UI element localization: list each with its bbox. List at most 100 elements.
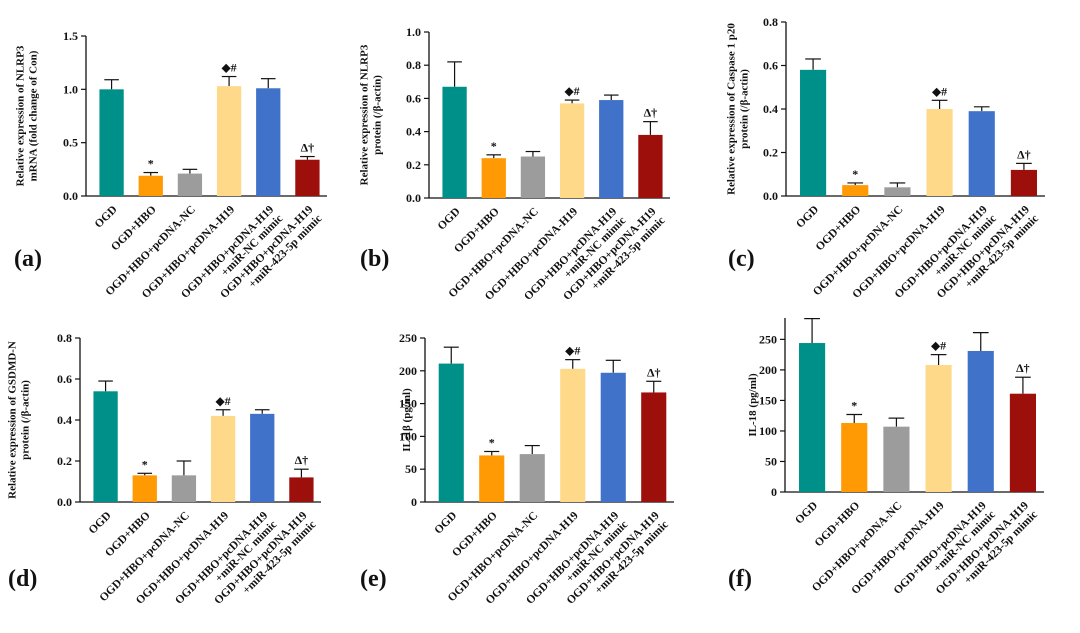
significance-label: Δ† [301,141,315,155]
y-tick-label: 0.6 [57,372,72,386]
category-label: OGD [93,204,120,231]
bar [600,372,626,502]
panel-label: (a) [14,246,42,272]
y-axis-label: Relative expression of NLRP3 [359,44,371,185]
y-axis-label: mRNA (fold change of Con) [28,50,40,181]
y-tick-label: 200 [399,364,417,378]
y-tick-label: 0.5 [63,136,78,150]
y-tick-label: 150 [399,397,417,411]
bar [968,111,995,196]
bar [800,69,827,196]
bar [560,368,586,502]
bar [442,86,467,198]
significance-label: * [491,139,497,153]
significance-label: * [851,398,857,412]
significance-label: Δ† [647,365,661,379]
bar [99,89,124,196]
y-tick-label: 0.2 [57,454,72,468]
category-label: OGD [432,510,459,537]
panel-label: (c) [728,246,755,272]
significance-label: Δ† [644,106,658,120]
y-tick-label: 0.0 [57,495,72,509]
category-label: OGD [793,500,820,527]
significance-label: * [489,435,495,449]
bar [171,475,197,502]
chart-panel: 0.0 0.2 0.4 0.6 0.8 Relative expression of Ca… [726,15,1045,301]
bar [210,415,236,502]
y-tick-label: 1.0 [63,82,78,96]
significance-label: Δ† [295,453,309,467]
y-tick-label: 100 [759,424,777,438]
chart-panel: 0.0 0.5 1.0 1.5 Relative expression of NLRP3… [14,29,327,301]
significance-label: * [852,167,858,181]
significance-label: ◆# [221,61,236,75]
y-axis-label: protein (/β-actin) [20,380,32,460]
y-tick-label: 0.2 [406,158,421,172]
y-axis-label: Relative expression of GSDMD-N [7,341,19,499]
panel-label: (f) [728,566,752,592]
bar [256,88,281,196]
y-tick-label: 200 [759,363,777,377]
bar [841,423,868,492]
bar [479,455,505,502]
y-tick-label: 0.4 [763,102,778,116]
y-tick-label: 250 [759,332,777,346]
chart-panel: 0.0 0.2 0.4 0.6 0.8 Relative expression of GS… [7,331,321,607]
bar [884,187,911,196]
y-tick-label: 0.6 [763,59,778,73]
y-tick-label: 250 [399,331,417,345]
significance-label: ◆# [932,84,947,98]
bar [481,158,506,198]
y-axis-label: IL-18 (pg/ml) [747,373,759,437]
bar [438,363,464,502]
category-label: OGD [436,206,463,233]
bar [295,159,320,196]
significance-label: * [148,157,154,171]
bar [842,185,869,196]
bar [138,175,163,196]
y-tick-label: 0.8 [57,331,72,345]
y-tick-label: 0.2 [763,146,778,160]
significance-label: ◆# [564,84,579,98]
bar [925,365,952,492]
bar [1009,393,1036,492]
category-label: OGD [794,204,821,231]
y-axis-label: IL-1β (pg/ml) [401,388,413,452]
bar [250,413,275,502]
y-tick-label: 0.0 [406,191,421,205]
significance-label: Δ† [1016,361,1030,375]
y-tick-label: 1.0 [406,25,421,39]
bar [599,100,624,198]
bar [132,475,157,502]
y-tick-label: 0.0 [763,189,778,203]
y-axis-label: protein (/β-actin) [739,69,751,149]
bar [289,477,314,502]
panel-label: (b) [360,246,389,272]
y-tick-label: 0.4 [57,413,72,427]
bar [967,350,994,492]
y-axis-label: Relative expression of Caspase 1 p20 [726,23,738,195]
y-tick-label: 100 [399,429,417,443]
bar [641,392,667,502]
bar [1010,169,1037,196]
y-tick-label: 1.5 [63,29,78,43]
y-tick-label: 0.0 [63,189,78,203]
bar [926,109,953,196]
significance-label: ◆# [215,394,230,408]
y-tick-label: 0.6 [406,91,421,105]
chart-panel: 0.0 0.2 0.4 0.6 0.8 1.0 Relative expression of… [359,25,670,303]
panel-label: (d) [8,566,37,592]
bar [799,343,826,492]
panel-label: (e) [360,566,387,592]
significance-label: ◆# [931,339,946,353]
bar [216,86,242,196]
bar [177,173,203,196]
y-tick-label: 0 [411,495,417,509]
bar [520,156,546,198]
significance-label: ◆# [565,344,580,358]
bar [93,391,118,502]
y-tick-label: 0.8 [763,15,778,29]
